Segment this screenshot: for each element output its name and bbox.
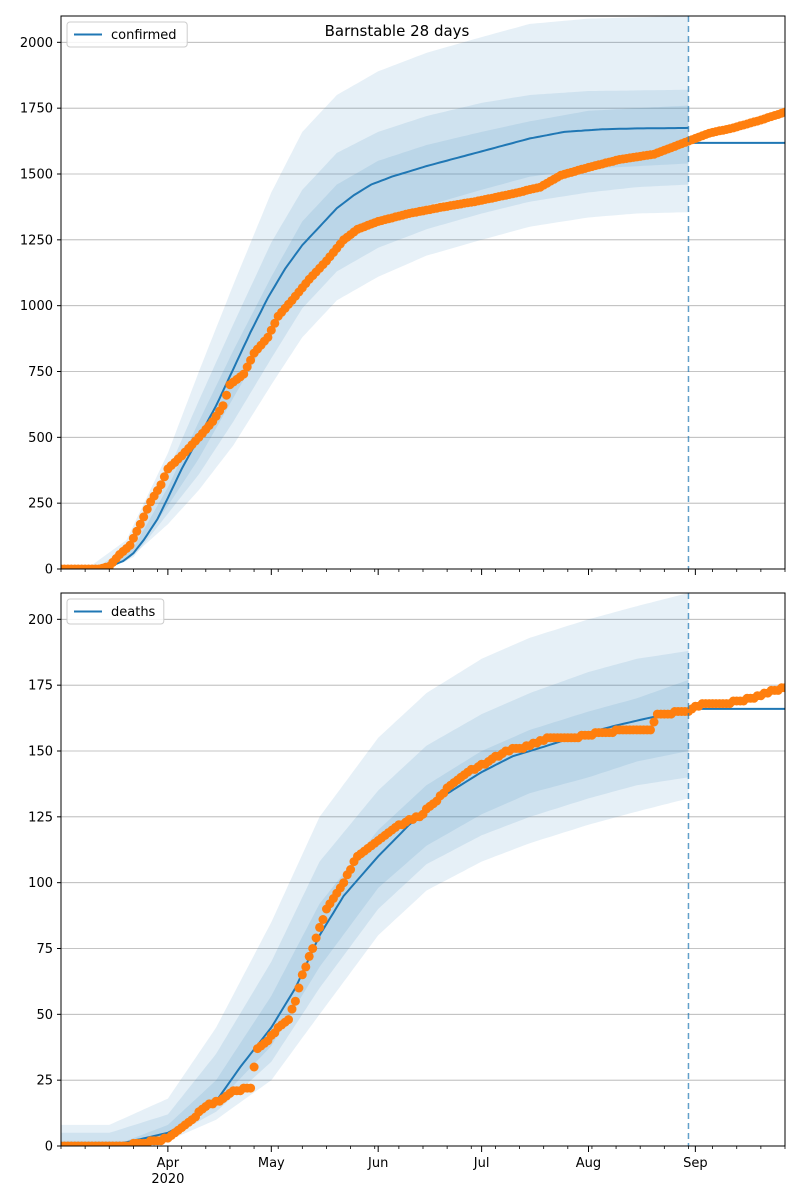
data-point	[339, 878, 349, 888]
x-tick-label: Jun	[367, 1156, 388, 1171]
x-tick-sublabel: 2020	[151, 1172, 184, 1187]
data-point	[294, 983, 304, 993]
data-point	[301, 962, 311, 972]
confirmed-panel: 0 250 500 750 1000 1250 1500 1750 2000 confirmed	[20, 15, 786, 578]
legend: deaths	[66, 598, 165, 625]
series-points-observed	[61, 683, 785, 1146]
data-point	[263, 332, 273, 342]
y-tick-label: 0	[45, 563, 53, 578]
series-points-observed	[61, 107, 785, 569]
y-tick-label: 500	[28, 431, 53, 446]
y-tick-label: 1750	[20, 102, 53, 117]
plot-area	[61, 593, 785, 1146]
data-point	[242, 362, 252, 372]
band-middle	[61, 650, 689, 1146]
y-tick-label: 2000	[20, 36, 53, 51]
legend-label: deaths	[111, 605, 156, 620]
y-tick-label: 175	[28, 679, 53, 694]
y-tick-label: 1250	[20, 233, 53, 248]
y-tick-label: 25	[36, 1074, 53, 1089]
band-middle	[61, 89, 689, 569]
x-tick-label: Sep	[683, 1156, 708, 1171]
data-point	[222, 390, 231, 400]
y-tick-label: 125	[28, 810, 53, 825]
data-point	[346, 865, 356, 874]
y-tick-label: 0	[45, 1140, 53, 1155]
y-tick-label: 100	[28, 876, 53, 891]
x-tick-label: Aug	[576, 1156, 601, 1171]
data-point	[142, 504, 152, 514]
data-point	[218, 401, 228, 411]
legend-box	[66, 598, 165, 625]
legend: confirmed	[66, 21, 188, 48]
data-point	[159, 472, 169, 482]
x-tick-label: Jul	[473, 1156, 490, 1171]
data-point	[135, 519, 145, 529]
band-inner	[61, 105, 689, 569]
data-point	[266, 325, 276, 335]
data-point	[246, 355, 256, 365]
data-point	[308, 944, 318, 953]
y-tick-label: 200	[28, 613, 53, 628]
legend-label: confirmed	[111, 28, 177, 43]
data-point	[125, 540, 135, 550]
data-point	[239, 369, 249, 379]
y-tick-label: 1000	[20, 299, 53, 314]
data-point	[128, 533, 138, 543]
data-point	[132, 526, 142, 536]
data-point	[780, 683, 785, 693]
plot-area	[61, 16, 785, 569]
data-point	[290, 996, 300, 1006]
data-point	[315, 922, 325, 932]
band-outer	[61, 593, 689, 1146]
band-outer	[61, 16, 689, 569]
data-point	[156, 480, 166, 490]
legend-box	[66, 21, 188, 48]
x-tick-label: Apr	[157, 1156, 180, 1171]
series-line-confirmed	[61, 126, 689, 569]
data-point	[318, 915, 328, 924]
data-point	[304, 951, 314, 961]
y-tick-label: 250	[28, 497, 53, 512]
data-point	[246, 1083, 256, 1093]
y-tick-label: 150	[28, 745, 53, 760]
data-point	[287, 1004, 297, 1014]
data-point	[780, 107, 785, 117]
y-tick-label: 750	[28, 365, 53, 380]
y-tick-label: 50	[36, 1008, 53, 1023]
data-point	[649, 717, 659, 727]
data-point	[646, 725, 655, 735]
y-tick-label: 1500	[20, 168, 53, 183]
data-point	[139, 512, 149, 522]
data-point	[297, 970, 307, 980]
data-point	[249, 1062, 259, 1072]
data-point	[284, 1015, 293, 1025]
x-tick-label: May	[258, 1156, 285, 1171]
data-point	[311, 933, 321, 943]
y-tick-label: 75	[36, 942, 53, 957]
data-point	[270, 318, 280, 328]
chart-title: Barnstable 28 days	[325, 22, 470, 40]
